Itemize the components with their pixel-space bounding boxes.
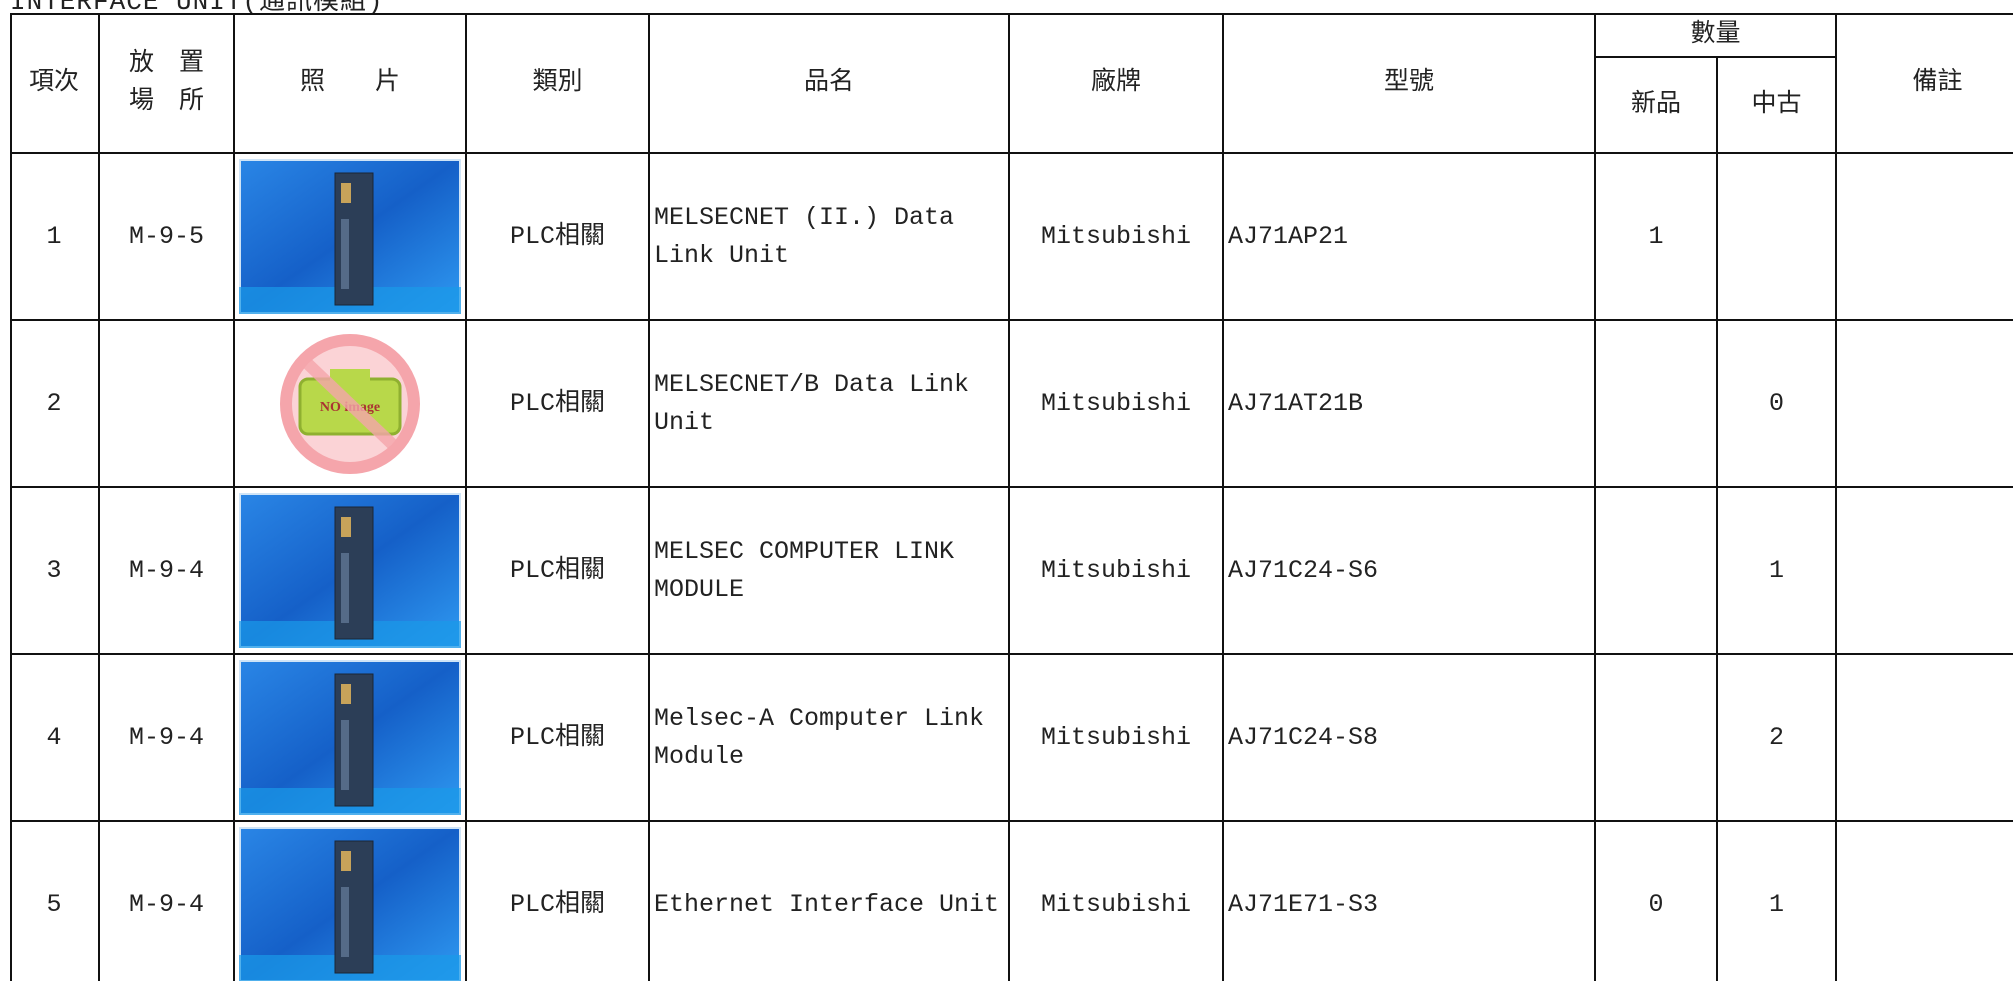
header-location: 放 置場 所 [100,13,235,154]
item-no: 4 [10,655,100,822]
qty-used [1718,154,1837,321]
brand: Mitsubishi [1010,822,1224,981]
module-terminal [341,219,349,289]
category: PLC相關 [467,154,650,321]
product-photo [239,159,461,314]
category: PLC相關 [467,488,650,655]
model: AJ71C24-S8 [1224,655,1596,822]
item-no: 3 [10,488,100,655]
module-terminal [341,887,349,957]
item-no: 2 [10,321,100,488]
table-border-left [10,13,12,981]
header-location-line: 放 置 [128,49,204,78]
product-name: Ethernet Interface Unit [650,822,1010,981]
module-led [341,851,351,871]
header-qty-new: 新品 [1596,58,1718,154]
qty-new [1596,321,1718,488]
category: PLC相關 [467,321,650,488]
header-brand: 廠牌 [1010,13,1224,154]
qty-new: 0 [1596,822,1718,981]
icon-slash [303,359,397,448]
remark [1837,321,2013,488]
header-photo: 照 片 [235,13,467,154]
category: PLC相關 [467,655,650,822]
remark [1837,488,2013,655]
remark [1837,655,2013,822]
product-name: MELSECNET (II.) Data Link Unit [650,154,1010,321]
product-photo [239,493,461,648]
photo-cell: NO image [235,321,467,488]
module-led [341,183,351,203]
photo-cell [235,154,467,321]
location [100,321,235,488]
model: AJ71E71-S3 [1224,822,1596,981]
model: AJ71C24-S6 [1224,488,1596,655]
qty-used: 1 [1718,822,1837,981]
header-qty: 數量 [1596,13,1837,58]
module-body [334,840,374,974]
model: AJ71AP21 [1224,154,1596,321]
remark [1837,822,2013,981]
header-qty-used: 中古 [1718,58,1837,154]
module-body [334,172,374,306]
qty-new [1596,655,1718,822]
qty-used: 2 [1718,655,1837,822]
photo-cell [235,655,467,822]
qty-new: 1 [1596,154,1718,321]
qty-used: 0 [1718,321,1837,488]
qty-used: 1 [1718,488,1837,655]
header-remark: 備註 [1837,13,2013,154]
product-photo [239,827,461,981]
module-led [341,517,351,537]
brand: Mitsubishi [1010,488,1224,655]
product-photo [239,660,461,815]
item-no: 5 [10,822,100,981]
no-image-icon: NO image [280,333,420,474]
module-terminal [341,720,349,790]
module-terminal [341,553,349,623]
page-title: INTERFACE UNIT(通訊模組) [10,0,384,17]
module-body [334,506,374,640]
category: PLC相關 [467,822,650,981]
header-no: 項次 [10,13,100,154]
header-location-line: 場 所 [128,86,204,116]
icon-camera-top [330,368,370,383]
header-name: 品名 [650,13,1010,154]
location: M-9-4 [100,822,235,981]
product-name: MELSEC COMPUTER LINK MODULE [650,488,1010,655]
remark [1837,154,2013,321]
item-no: 1 [10,154,100,321]
location: M-9-4 [100,488,235,655]
photo-cell [235,488,467,655]
location: M-9-5 [100,154,235,321]
table-border-top [10,13,2013,15]
header-category: 類別 [467,13,650,154]
model: AJ71AT21B [1224,321,1596,488]
brand: Mitsubishi [1010,655,1224,822]
location: M-9-4 [100,655,235,822]
module-body [334,673,374,807]
brand: Mitsubishi [1010,154,1224,321]
product-name: Melsec-A Computer Link Module [650,655,1010,822]
header-model: 型號 [1224,13,1596,154]
qty-new [1596,488,1718,655]
photo-cell [235,822,467,981]
brand: Mitsubishi [1010,321,1224,488]
product-name: MELSECNET/B Data Link Unit [650,321,1010,488]
module-led [341,684,351,704]
